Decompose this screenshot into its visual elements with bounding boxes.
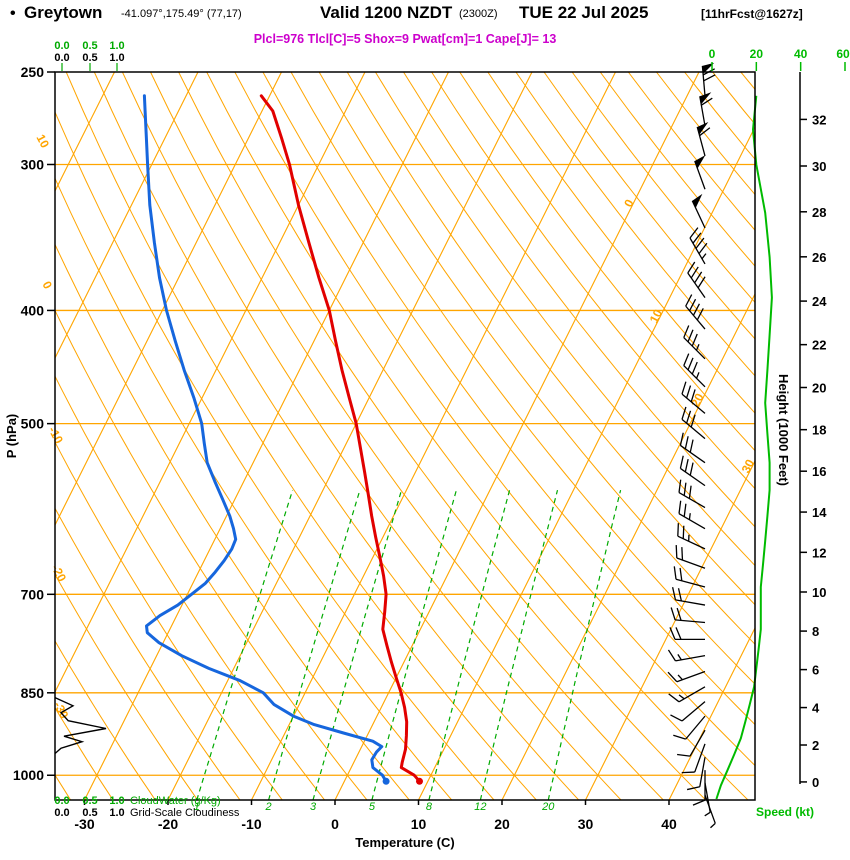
cloud-scales: 0.00.00.00.00.50.50.50.51.01.01.01.0Clou… bbox=[54, 40, 240, 819]
svg-text:2: 2 bbox=[265, 801, 272, 813]
svg-text:1.0: 1.0 bbox=[109, 40, 124, 52]
svg-text:0.5: 0.5 bbox=[82, 40, 97, 52]
svg-text:1000: 1000 bbox=[13, 767, 44, 783]
svg-text:0: 0 bbox=[331, 816, 339, 832]
svg-text:12: 12 bbox=[474, 801, 486, 813]
svg-text:0.0: 0.0 bbox=[54, 795, 69, 807]
forecast-hour: [11hrFcst@1627z] bbox=[701, 7, 803, 21]
plot-border bbox=[54, 71, 756, 801]
svg-text:22: 22 bbox=[812, 338, 826, 353]
svg-text:24: 24 bbox=[812, 294, 827, 309]
svg-text:700: 700 bbox=[21, 586, 45, 602]
svg-text:32: 32 bbox=[812, 112, 826, 127]
wind-barbs bbox=[667, 62, 716, 829]
svg-text:-20: -20 bbox=[158, 816, 178, 832]
svg-text:12: 12 bbox=[812, 545, 826, 560]
surface-dewpoint-dot bbox=[382, 777, 390, 785]
svg-text:40: 40 bbox=[661, 816, 677, 832]
svg-text:0: 0 bbox=[621, 197, 637, 210]
svg-text:-30: -30 bbox=[51, 699, 72, 721]
valid-time-utc: (2300Z) bbox=[459, 8, 498, 20]
svg-text:250: 250 bbox=[21, 64, 45, 80]
svg-text:20: 20 bbox=[812, 380, 826, 395]
svg-text:-20: -20 bbox=[49, 562, 70, 584]
svg-text:8: 8 bbox=[812, 624, 819, 639]
svg-text:30: 30 bbox=[739, 457, 758, 476]
svg-text:5: 5 bbox=[369, 801, 376, 813]
svg-text:850: 850 bbox=[21, 685, 45, 701]
svg-text:28: 28 bbox=[812, 205, 826, 220]
svg-text:20: 20 bbox=[750, 47, 764, 61]
dewpoint-curve bbox=[142, 94, 388, 783]
station-bullet-icon: • bbox=[10, 5, 16, 22]
svg-text:10: 10 bbox=[411, 816, 427, 832]
svg-text:3: 3 bbox=[310, 801, 317, 813]
svg-text:Grid-Scale Cloudiness: Grid-Scale Cloudiness bbox=[130, 807, 240, 819]
svg-text:-30: -30 bbox=[74, 816, 94, 832]
svg-text:14: 14 bbox=[812, 505, 827, 520]
station-coords: -41.097°,175.49° (77,17) bbox=[121, 8, 242, 20]
svg-text:40: 40 bbox=[794, 47, 808, 61]
svg-text:8: 8 bbox=[426, 801, 433, 813]
svg-text:0: 0 bbox=[709, 47, 716, 61]
svg-text:1.0: 1.0 bbox=[109, 52, 124, 64]
svg-text:1: 1 bbox=[194, 801, 200, 813]
svg-text:-10: -10 bbox=[46, 424, 67, 446]
svg-text:Temperature (C): Temperature (C) bbox=[355, 835, 454, 850]
svg-text:26: 26 bbox=[812, 250, 826, 265]
svg-text:1.0: 1.0 bbox=[109, 807, 124, 819]
svg-text:0.0: 0.0 bbox=[54, 807, 69, 819]
mixing-ratio-labels: 1 2 3 5 8 12 20 bbox=[194, 801, 555, 813]
svg-text:0.5: 0.5 bbox=[82, 807, 97, 819]
svg-text:0.0: 0.0 bbox=[54, 40, 69, 52]
svg-text:10: 10 bbox=[34, 132, 53, 151]
svg-text:20: 20 bbox=[494, 816, 510, 832]
svg-text:1.0: 1.0 bbox=[109, 795, 124, 807]
svg-text:-10: -10 bbox=[241, 816, 261, 832]
svg-text:0: 0 bbox=[812, 775, 819, 790]
svg-text:0.5: 0.5 bbox=[82, 52, 97, 64]
svg-text:0.5: 0.5 bbox=[82, 795, 97, 807]
svg-text:500: 500 bbox=[21, 416, 45, 432]
svg-text:Height (1000 Feet): Height (1000 Feet) bbox=[776, 374, 791, 486]
sounding-curves bbox=[142, 94, 423, 785]
svg-text:0: 0 bbox=[39, 279, 55, 292]
valid-time: Valid 1200 NZDT bbox=[320, 3, 453, 22]
station-name: Greytown bbox=[24, 3, 103, 22]
temperature-curve bbox=[259, 94, 421, 783]
wind-speed-curve bbox=[715, 95, 773, 800]
svg-text:Speed (kt): Speed (kt) bbox=[756, 805, 814, 819]
svg-text:300: 300 bbox=[21, 156, 45, 172]
sounding-parameters: Plcl=976 Tlcl[C]=5 Shox=9 Pwat[cm]=1 Cap… bbox=[253, 32, 557, 46]
valid-date: TUE 22 Jul 2025 bbox=[519, 3, 649, 22]
pressure-axis: 250 300 400 500 700 850 1000 P (hPa) bbox=[4, 64, 55, 783]
grid-lines bbox=[55, 72, 755, 800]
svg-text:2: 2 bbox=[812, 738, 819, 753]
svg-text:20: 20 bbox=[541, 801, 555, 813]
svg-text:6: 6 bbox=[812, 663, 819, 678]
cloud-water-profile bbox=[55, 696, 107, 755]
svg-text:P (hPa): P (hPa) bbox=[4, 414, 19, 459]
svg-text:30: 30 bbox=[812, 159, 826, 174]
svg-text:400: 400 bbox=[21, 302, 45, 318]
svg-text:4: 4 bbox=[812, 701, 820, 716]
svg-text:30: 30 bbox=[578, 816, 594, 832]
temperature-axis: -30 -20 -10 0 10 20 30 40 Temperature (C) bbox=[74, 800, 677, 850]
svg-text:10: 10 bbox=[812, 585, 826, 600]
svg-text:0.0: 0.0 bbox=[54, 52, 69, 64]
surface-temperature-dot bbox=[415, 777, 423, 785]
svg-text:18: 18 bbox=[812, 423, 826, 438]
svg-text:CloudWater (g/Kg): CloudWater (g/Kg) bbox=[130, 795, 221, 807]
svg-text:16: 16 bbox=[812, 464, 826, 479]
svg-text:10: 10 bbox=[647, 307, 666, 326]
svg-text:60: 60 bbox=[836, 47, 850, 61]
